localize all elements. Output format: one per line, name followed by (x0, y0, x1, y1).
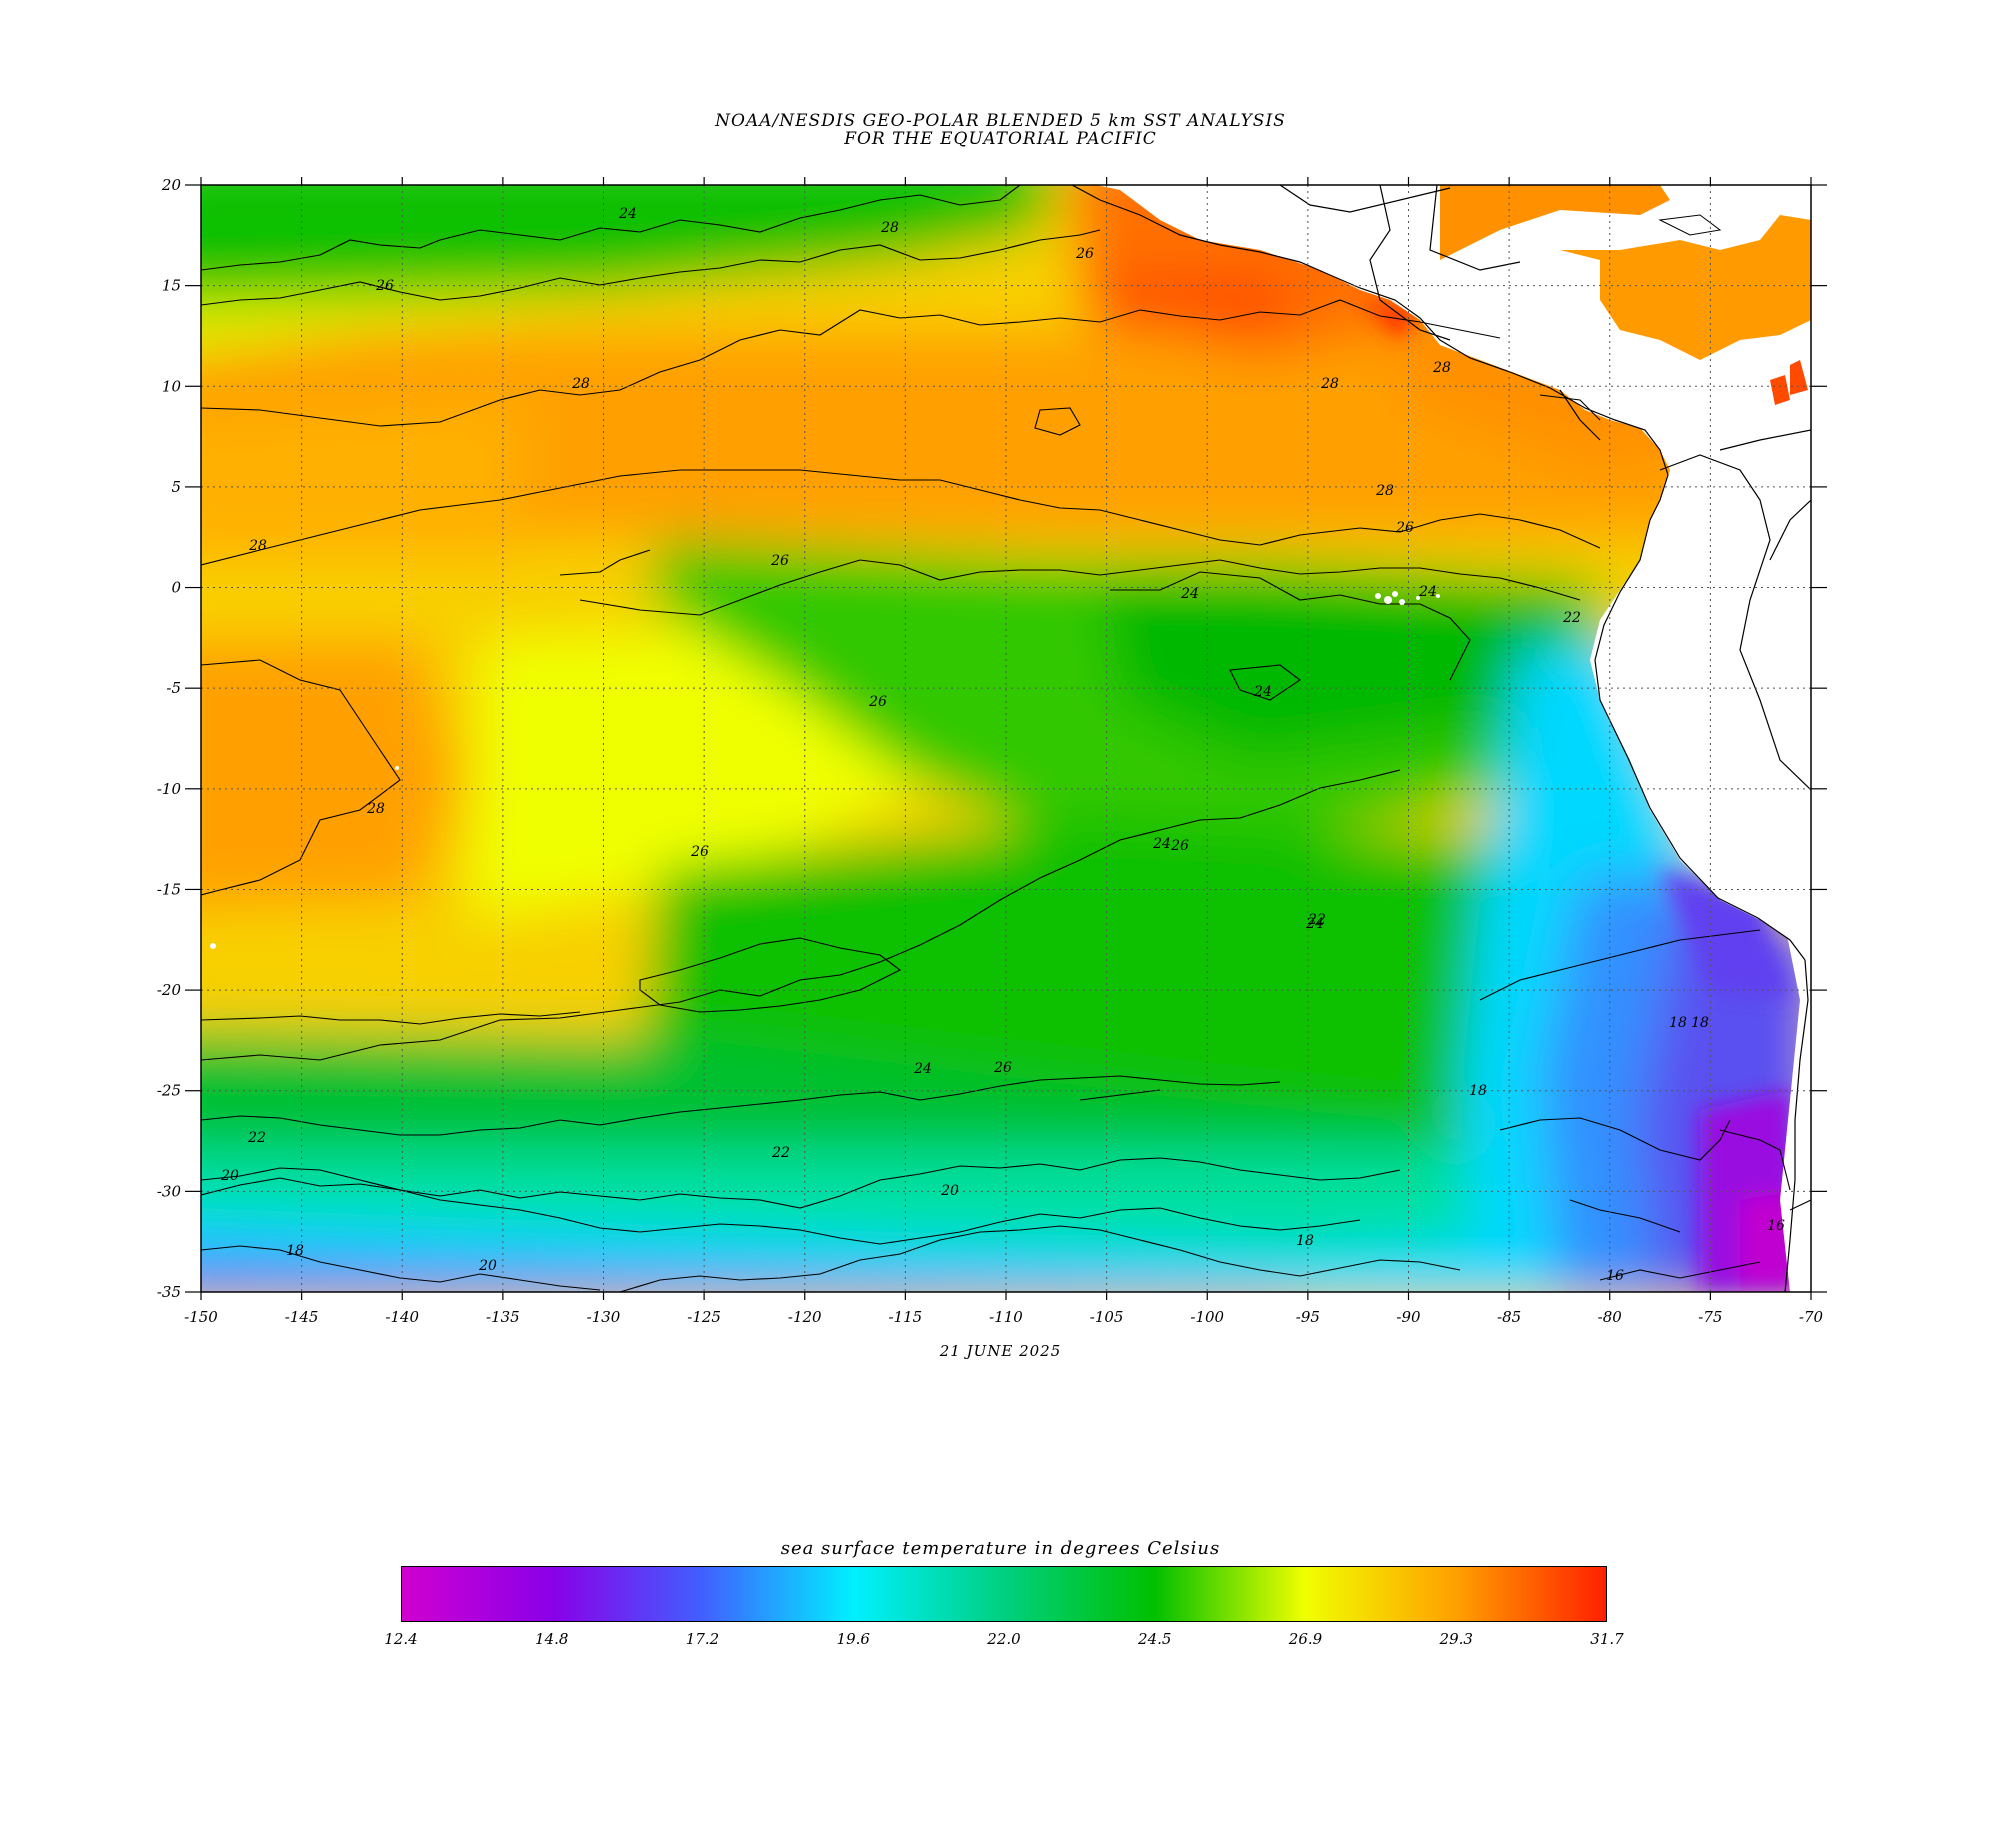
colorbar-tick-label: 26.9 (1288, 1630, 1323, 1648)
contour-label: 16 (1767, 1218, 1785, 1234)
colorbar-tick-label: 31.7 (1590, 1630, 1624, 1648)
lon-tick-label: -145 (285, 1308, 319, 1326)
lon-tick-label: -140 (385, 1308, 419, 1326)
lat-tick-label: 15 (162, 277, 181, 295)
lon-tick-label: -90 (1396, 1308, 1421, 1326)
islands (210, 591, 1440, 949)
colorbar-tick-label: 14.8 (535, 1630, 569, 1648)
contour-label: 26 (1170, 838, 1189, 854)
contour-label: 24 (913, 1061, 932, 1077)
contour-label: 24 (1152, 836, 1171, 852)
lat-tick-label: -10 (157, 780, 182, 798)
graticule (201, 185, 1811, 1292)
lon-tick-label: -125 (687, 1308, 721, 1326)
colorbar-tick-label: 17.2 (685, 1630, 720, 1648)
contour-label: 18 (1669, 1015, 1687, 1031)
axis-ticks (185, 177, 1827, 1300)
contour-label: 20 (220, 1168, 239, 1184)
lat-tick-label: 20 (161, 176, 182, 194)
lat-tick-label: -20 (157, 981, 182, 999)
lon-tick-label: -70 (1799, 1308, 1824, 1326)
contour-label: 28 (1432, 360, 1451, 376)
contour-label: 28 (1320, 376, 1339, 392)
map-title: NOAA/NESDIS GEO-POLAR BLENDED 5 km SST A… (715, 111, 1286, 131)
contour-label: 22 (247, 1130, 266, 1146)
colorbar-tick-label: 22.0 (987, 1630, 1021, 1648)
lon-tick-label: -85 (1497, 1308, 1521, 1326)
contour-label: 26 (993, 1060, 1012, 1076)
colorbar-tick-label: 24.5 (1138, 1630, 1172, 1648)
lon-tick-label: -100 (1190, 1308, 1224, 1326)
isotherms (201, 185, 1791, 1292)
contour-label: 18 (1691, 1015, 1709, 1031)
lon-tick-label: -95 (1296, 1308, 1320, 1326)
sst-field (201, 185, 1811, 1292)
lon-tick-label: -120 (788, 1308, 822, 1326)
contour-label: 26 (690, 844, 709, 860)
lat-tick-label: -25 (157, 1082, 181, 1100)
contour-label: 28 (571, 376, 590, 392)
contour-label: 20 (478, 1258, 497, 1274)
lon-tick-label: -75 (1698, 1308, 1722, 1326)
lon-tick-label: -150 (184, 1308, 218, 1326)
contour-label: 26 (375, 278, 394, 294)
contour-label: 24 (1180, 586, 1199, 602)
contour-label: 28 (366, 801, 385, 817)
lat-tick-label: -15 (157, 880, 181, 898)
contour-label: 18 (286, 1243, 304, 1259)
lon-tick-label: -110 (989, 1308, 1023, 1326)
contour-label: 26 (770, 553, 789, 569)
lon-tick-label: -130 (587, 1308, 621, 1326)
contour-label: 20 (940, 1183, 959, 1199)
contour-label: 22 (1562, 610, 1581, 626)
lat-tick-label: -35 (157, 1283, 181, 1301)
lon-tick-label: -115 (889, 1308, 923, 1326)
lat-tick-label: 0 (171, 579, 181, 597)
contour-label: 28 (248, 538, 267, 554)
contour-label: 24 (1418, 584, 1437, 600)
contour-label: 26 (1395, 520, 1414, 536)
contour-label: 26 (868, 694, 887, 710)
map-subtitle: FOR THE EQUATORIAL PACIFIC (844, 129, 1157, 149)
contour-label: 22 (1307, 912, 1326, 928)
lat-tick-label: -30 (157, 1182, 182, 1200)
contour-label: 22 (771, 1145, 790, 1161)
contour-label: 26 (1075, 246, 1094, 262)
lat-tick-label: 10 (162, 377, 182, 395)
colorbar-title: sea surface temperature in degrees Celsi… (780, 1538, 1221, 1559)
contour-label: 24 (618, 206, 637, 222)
colorbar-tick-label: 12.4 (384, 1630, 418, 1648)
lat-tick-label: -5 (166, 679, 181, 697)
lon-tick-label: -80 (1598, 1308, 1623, 1326)
coastlines (1071, 185, 1811, 1292)
contour-label: 24 (1305, 916, 1324, 932)
contour-label: 16 (1606, 1268, 1624, 1284)
contour-label: 24 (1253, 684, 1272, 700)
contour-label: 28 (880, 220, 899, 236)
colorbar-tick-label: 19.6 (836, 1630, 870, 1648)
lon-tick-label: -135 (486, 1308, 520, 1326)
contour-label: 28 (1375, 483, 1394, 499)
contour-label: 18 (1469, 1083, 1487, 1099)
colorbar-tick-label: 29.3 (1439, 1630, 1473, 1648)
contour-label: 18 (1296, 1233, 1314, 1249)
colorbar (401, 1566, 1607, 1622)
lat-tick-label: 5 (171, 478, 181, 496)
lon-tick-label: -105 (1090, 1308, 1124, 1326)
axis-tick-labels: -150 -145 -140 -135 -130 -125 -120 -115 -110 -105… (157, 176, 1824, 1326)
analysis-date: 21 JUNE 2025 (939, 1342, 1062, 1360)
